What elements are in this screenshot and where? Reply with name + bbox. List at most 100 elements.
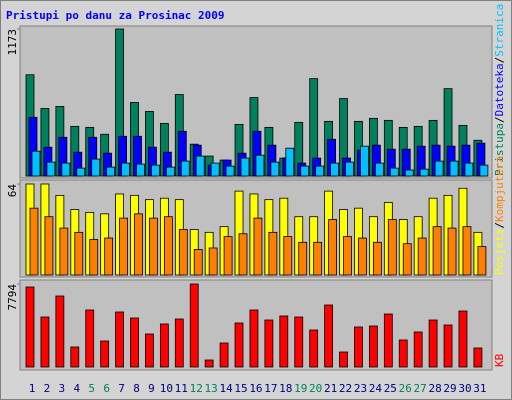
bar <box>29 207 39 276</box>
x-tick-label: 19 <box>294 382 307 395</box>
bar <box>159 323 169 368</box>
legend-entry: Pristupa <box>493 123 506 176</box>
x-tick-label: 24 <box>369 382 383 395</box>
x-tick-label: 6 <box>103 382 110 395</box>
bar <box>313 241 323 276</box>
bar <box>115 311 124 368</box>
x-tick-label: 2 <box>44 382 51 395</box>
bar <box>25 286 35 368</box>
bar <box>253 217 263 276</box>
bar <box>343 236 352 276</box>
bar <box>389 167 399 177</box>
bar <box>473 347 483 368</box>
legend-entry: Stranica <box>493 4 506 57</box>
bar <box>119 217 128 276</box>
y-tick-label: 64 <box>6 184 19 198</box>
bar <box>477 246 487 276</box>
bar <box>145 333 154 368</box>
x-tick-label: 29 <box>443 382 456 395</box>
bar <box>204 359 214 368</box>
bar <box>464 162 474 177</box>
bar <box>104 237 114 276</box>
x-tick-label: 12 <box>190 382 203 395</box>
x-tick-label: 22 <box>339 382 352 395</box>
legend: Posjeta/Kompjutera <box>493 156 506 275</box>
bar <box>136 163 145 177</box>
x-tick-label: 30 <box>458 382 471 395</box>
bar <box>193 249 203 276</box>
legend-entry: KB <box>493 353 506 367</box>
legend: Pristupa/Datoteka/Stranica <box>493 4 506 176</box>
bar <box>324 304 334 368</box>
bar <box>339 351 348 368</box>
bar <box>74 231 84 276</box>
legend-separator: / <box>493 222 506 229</box>
bar <box>59 227 69 276</box>
bar <box>46 161 56 177</box>
bar <box>268 231 278 276</box>
bar <box>249 309 259 368</box>
bar <box>40 316 50 368</box>
bar <box>255 154 265 177</box>
bar <box>358 237 367 276</box>
bar <box>417 237 427 276</box>
bar <box>264 319 274 368</box>
bar <box>368 325 378 368</box>
bar <box>300 165 310 177</box>
x-tick-label: 31 <box>473 382 486 395</box>
bar <box>234 322 244 368</box>
bar <box>449 160 459 177</box>
bar <box>315 165 325 177</box>
bar <box>210 162 220 177</box>
bar <box>360 145 369 177</box>
bar <box>225 165 235 177</box>
x-tick-label: 4 <box>73 382 80 395</box>
x-tick-label: 7 <box>118 382 125 395</box>
bar <box>328 219 338 276</box>
bar <box>178 229 188 276</box>
legend-entry: Posjeta <box>493 229 506 275</box>
x-tick-label: 25 <box>384 382 397 395</box>
legend-entry: Datoteka <box>493 63 506 116</box>
bar <box>458 310 468 368</box>
bar <box>434 160 444 177</box>
x-tick-label: 15 <box>234 382 247 395</box>
bar <box>76 167 86 177</box>
x-tick-label: 18 <box>279 382 292 395</box>
x-tick-label: 28 <box>428 382 441 395</box>
legend: KB <box>493 353 506 367</box>
bar <box>462 226 472 276</box>
bar <box>479 164 489 177</box>
bar <box>238 233 248 276</box>
x-tick-label: 5 <box>88 382 95 395</box>
bar <box>219 342 229 368</box>
chart-title: Pristupi po danu za Prosinac 2009 <box>6 9 225 22</box>
bar <box>387 219 397 276</box>
x-tick-label: 8 <box>133 382 140 395</box>
bar <box>134 213 143 276</box>
y-tick-label: 7794 <box>6 284 19 311</box>
bar <box>91 158 101 177</box>
x-tick-label: 17 <box>264 382 277 395</box>
bar <box>44 216 54 276</box>
bar <box>174 318 184 368</box>
x-tick-label: 13 <box>205 382 218 395</box>
bar <box>85 309 95 368</box>
bar <box>383 313 393 368</box>
x-tick-label: 1 <box>29 382 36 395</box>
legend-separator: / <box>493 116 506 123</box>
x-tick-label: 27 <box>414 382 427 395</box>
bar <box>447 227 457 276</box>
x-tick-label: 23 <box>354 382 367 395</box>
bar <box>151 164 160 177</box>
bar <box>89 239 99 276</box>
bar <box>298 241 308 276</box>
bar <box>354 326 363 368</box>
bar <box>165 166 175 177</box>
x-tick-label: 20 <box>309 382 322 395</box>
bar <box>402 243 412 276</box>
legend-separator: / <box>493 57 506 64</box>
bar <box>189 283 199 368</box>
bar <box>309 329 319 368</box>
